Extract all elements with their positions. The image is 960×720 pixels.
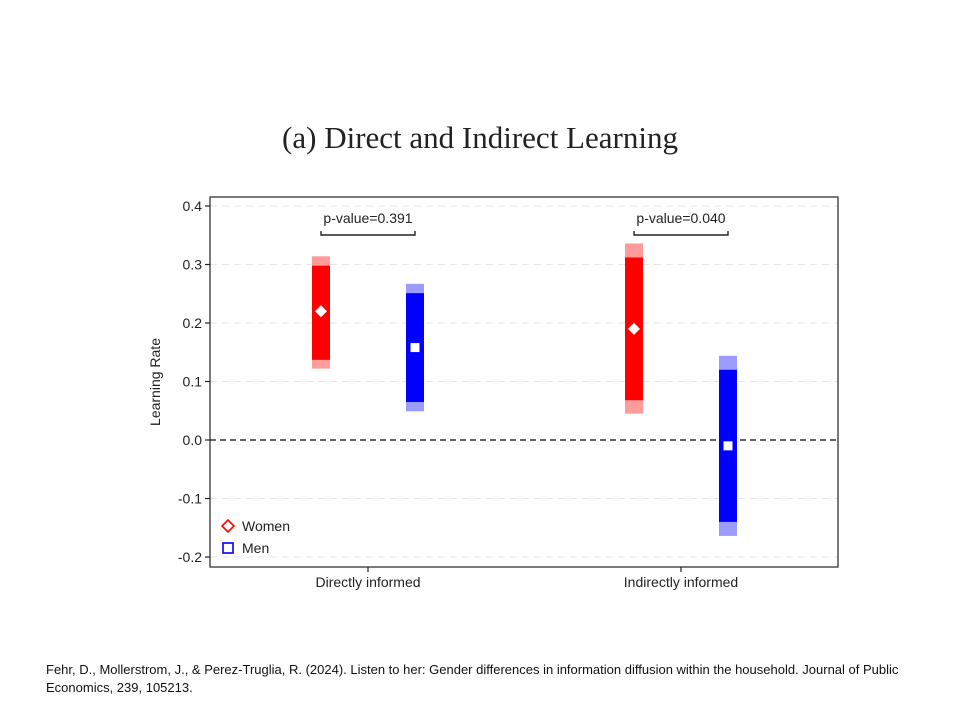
- x-category-label: Indirectly informed: [624, 574, 738, 590]
- legend-men-label: Men: [242, 540, 269, 556]
- legend-women-label: Women: [242, 518, 290, 534]
- chart-title: (a) Direct and Indirect Learning: [282, 120, 678, 155]
- p-value-bracket: [633, 231, 729, 236]
- p-value-label: p-value=0.040: [636, 210, 725, 226]
- women-point-estimate: [628, 322, 640, 335]
- citation: Fehr, D., Mollerstrom, J., & Perez-Trugl…: [46, 662, 899, 695]
- women-point-estimate: [315, 305, 327, 318]
- men-point-estimate: [723, 441, 733, 451]
- men-point-estimate: [410, 343, 420, 353]
- y-tick-label: 0.4: [183, 198, 203, 214]
- legend-men-square-icon: [222, 542, 234, 554]
- y-tick-label: 0.2: [183, 315, 203, 331]
- p-value-bracket: [320, 231, 416, 236]
- p-value-label: p-value=0.391: [323, 210, 412, 226]
- y-tick-label: -0.1: [178, 491, 202, 507]
- y-tick-label: 0.3: [183, 257, 203, 273]
- y-tick-label: -0.2: [178, 549, 202, 565]
- x-category-label: Directly informed: [315, 574, 420, 590]
- legend-women-diamond-icon: [220, 518, 236, 534]
- y-axis-label: Learning Rate: [147, 338, 163, 426]
- y-tick-label: 0.0: [183, 432, 203, 448]
- y-tick-label: 0.1: [183, 374, 203, 390]
- legend: Women Men: [220, 518, 290, 556]
